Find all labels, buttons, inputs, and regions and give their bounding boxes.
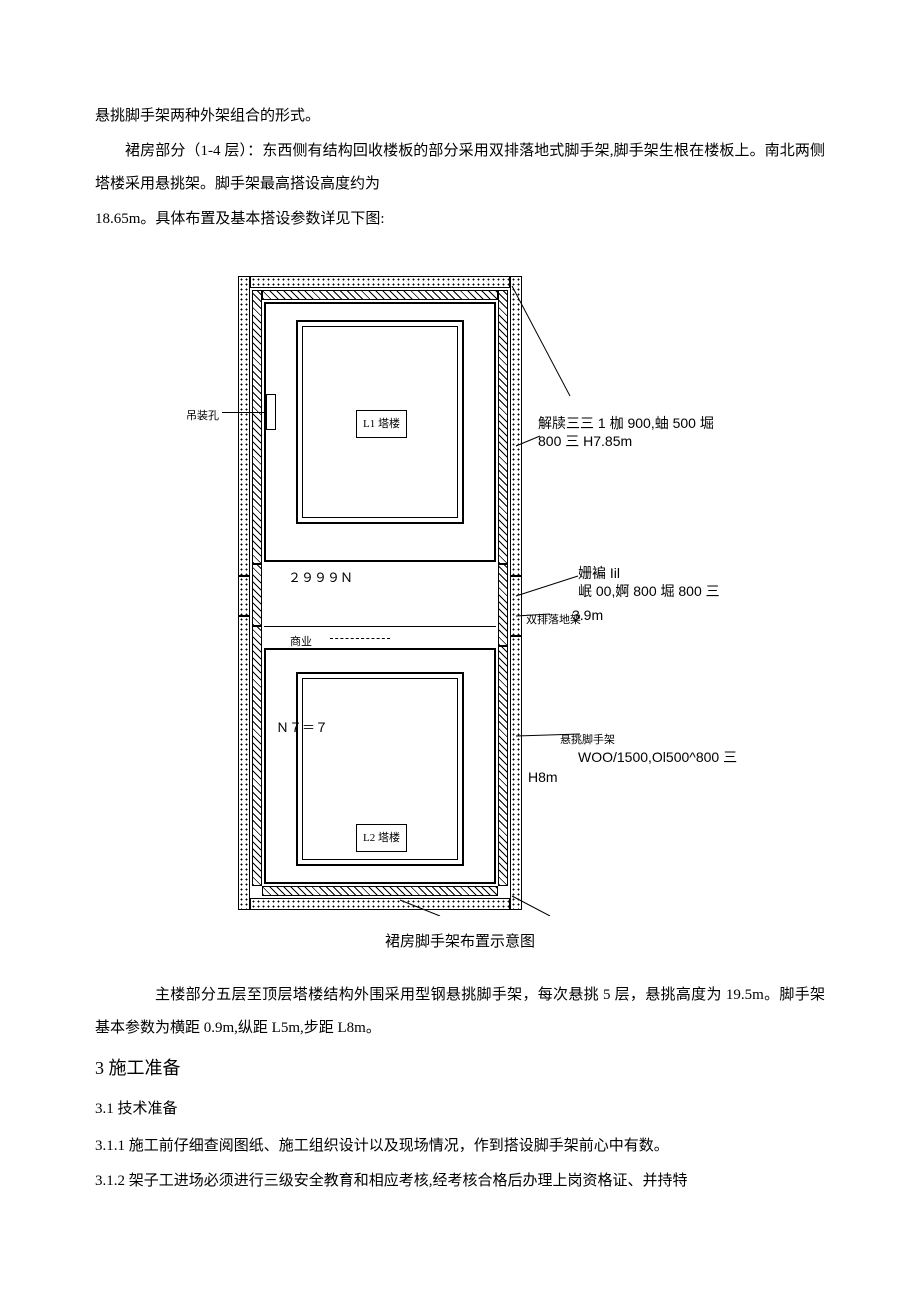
hatch-bottom xyxy=(262,886,498,896)
leader-lifting-hole xyxy=(222,412,266,413)
dash-line xyxy=(330,638,390,639)
slot-lifting-hole xyxy=(266,394,276,430)
dot-band-left-lower xyxy=(238,616,250,910)
label-2999n: ２９９９Ｎ xyxy=(288,564,353,593)
label-n7: Ｎ７＝７ xyxy=(276,714,328,743)
hatch-right-upper xyxy=(498,290,508,564)
hatch-top xyxy=(262,290,498,300)
dot-band-right-upper xyxy=(510,276,522,576)
annotation-3-line1: WOO/1500,Ol500^800 三 xyxy=(578,748,737,766)
annotation-1-line2: 800 三 H7.85m xyxy=(538,432,714,450)
hatch-left-mid xyxy=(252,564,262,626)
diagram-caption: 裙房脚手架布置示意图 xyxy=(95,926,825,959)
annotation-2-line3: 3.9m xyxy=(572,606,603,624)
label-l1: L1 塔楼 xyxy=(356,410,407,438)
dot-band-left-upper xyxy=(238,276,250,576)
dot-band-right-mid xyxy=(510,576,522,636)
section-3-1: 3.1 技术准备 xyxy=(95,1093,825,1126)
diagram-container: L1 塔楼 吊装孔 ２９９９Ｎ 商业 L2 塔楼 Ｎ７＝７ 解牍三三 1 枷 9… xyxy=(180,276,740,916)
annotation-2-line1: 姗褊 Iil xyxy=(578,564,720,582)
label-l2: L2 塔楼 xyxy=(356,824,407,852)
dot-band-left-mid xyxy=(238,576,250,616)
annotation-1-line1: 解牍三三 1 枷 900,蚰 500 堀 xyxy=(538,414,714,432)
label-lifting-hole: 吊装孔 xyxy=(186,404,219,428)
section-3-1-1: 3.1.1 施工前仔细查阅图纸、施工组织设计以及现场情况，作到搭设脚手架前心中有… xyxy=(95,1130,825,1163)
hatch-left-upper xyxy=(252,290,262,564)
dot-band-right-lower xyxy=(510,636,522,910)
annotation-1: 解牍三三 1 枷 900,蚰 500 堀 800 三 H7.85m xyxy=(538,414,714,450)
hatch-right-lower xyxy=(498,646,508,886)
section-3-1-2: 3.1.2 架子工进场必须进行三级安全教育和相应考核,经考核合格后办理上岗资格证… xyxy=(95,1165,825,1198)
paragraph-1: 悬挑脚手架两种外架组合的形式。 xyxy=(95,100,825,133)
paragraph-4: 主楼部分五层至顶层塔楼结构外围采用型钢悬挑脚手架，每次悬挑 5 层，悬挑高度为 … xyxy=(95,979,825,1045)
hatch-left-lower xyxy=(252,626,262,886)
annotation-3-line2: H8m xyxy=(528,768,558,786)
section-3-heading: 3 施工准备 xyxy=(95,1049,825,1089)
paragraph-2: 裙房部分（1-4 层）：东西侧有结构回收楼板的部分采用双排落地式脚手架,脚手架生… xyxy=(95,135,825,201)
paragraph-3: 18.65m。具体布置及基本搭设参数详见下图: xyxy=(95,203,825,236)
hatch-right-mid xyxy=(498,564,508,646)
annotation-2: 姗褊 Iil 岷 00,婀 800 堀 800 三 xyxy=(578,564,720,600)
divider-line xyxy=(264,626,496,627)
annotation-2-line2: 岷 00,婀 800 堀 800 三 xyxy=(578,582,720,600)
dot-band-bottom xyxy=(250,898,510,910)
dot-band-top xyxy=(250,276,510,288)
